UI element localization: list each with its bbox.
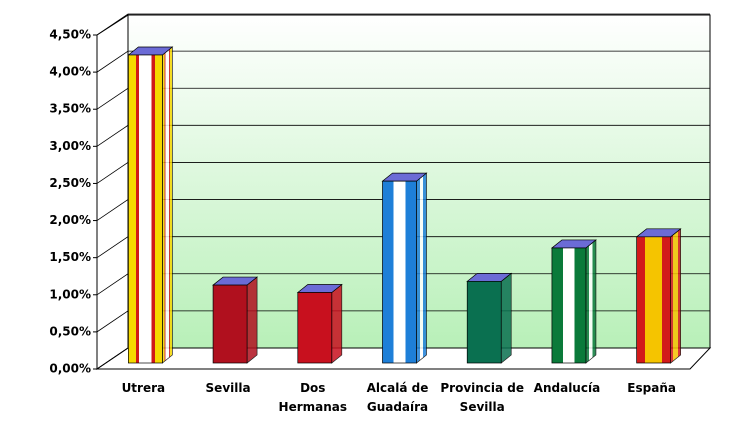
x-tick-label: Provincia de Sevilla — [440, 381, 525, 414]
bar — [636, 236, 671, 364]
grid-line — [96, 13, 710, 36]
x-tick-label: Utrera — [121, 381, 166, 395]
y-tick-label: 4,00% — [49, 65, 91, 79]
y-tick-label: 2,50% — [49, 176, 91, 190]
bar-side — [162, 46, 173, 364]
y-tick-label: 0,50% — [49, 324, 91, 338]
bar-side — [500, 272, 512, 364]
grid-line — [96, 162, 710, 184]
x-tick-label: Dos Hermanas — [278, 381, 348, 414]
bar-side — [585, 239, 597, 364]
y-tick-label: 2,00% — [49, 213, 91, 227]
x-tick-label: Andalucía — [533, 381, 601, 395]
y-tick-label: 3,00% — [49, 139, 91, 153]
bar-side — [416, 172, 427, 364]
x-tick-label: España — [627, 381, 676, 395]
bar — [297, 292, 333, 364]
y-tick-label: 4,50% — [49, 28, 91, 42]
y-tick-label: 1,50% — [49, 250, 91, 264]
bar — [212, 284, 248, 364]
bar-side — [246, 276, 258, 364]
y-tick-label: 0,00% — [49, 362, 91, 376]
bar-side — [331, 283, 343, 364]
bar — [128, 54, 163, 364]
bar — [466, 281, 502, 364]
bar — [551, 247, 587, 364]
grid-line — [96, 310, 710, 333]
grid-line — [96, 347, 710, 370]
bar — [382, 180, 417, 364]
grid-line — [96, 124, 710, 147]
grid-line — [96, 236, 710, 258]
bar-side — [670, 228, 681, 364]
grid-line — [96, 273, 710, 296]
x-tick-label: Sevilla — [205, 381, 251, 395]
grid-line — [96, 50, 710, 73]
side-wall — [96, 14, 129, 370]
x-tick-label: Alcalá de Guadaíra — [366, 381, 429, 414]
y-tick-label: 1,00% — [49, 287, 91, 301]
grid-line — [96, 199, 710, 221]
grid-line — [96, 87, 710, 110]
y-tick-label: 3,50% — [49, 102, 91, 116]
